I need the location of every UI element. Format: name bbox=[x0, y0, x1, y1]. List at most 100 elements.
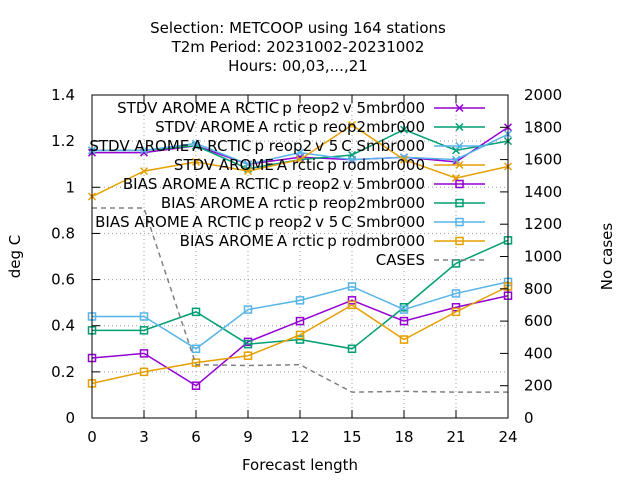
y2-tick-label: 1400 bbox=[524, 183, 562, 201]
point-marker bbox=[399, 335, 409, 344]
point-marker bbox=[399, 153, 409, 162]
legend-label: CASES bbox=[376, 251, 425, 269]
series-line bbox=[91, 294, 509, 387]
x-tick-label: 15 bbox=[342, 428, 361, 446]
title-line: Selection: METCOOP using 164 stations bbox=[150, 19, 446, 37]
point-marker bbox=[191, 157, 201, 166]
point-marker bbox=[347, 344, 357, 354]
title-line: Hours: 00,03,...,21 bbox=[228, 57, 368, 75]
x-axis-label: Forecast length bbox=[242, 456, 358, 474]
x-tick-label: 24 bbox=[498, 428, 517, 446]
point-marker bbox=[243, 351, 253, 360]
y2-tick-label: 1000 bbox=[524, 248, 562, 266]
x-tick-label: 18 bbox=[394, 428, 413, 446]
legend: STDV AROME A RCTIC p reop2 v 5mbr000STDV… bbox=[89, 99, 485, 269]
point-marker bbox=[243, 305, 253, 314]
point-marker bbox=[139, 146, 149, 155]
y2-tick-label: 1800 bbox=[524, 118, 562, 136]
point-marker bbox=[347, 300, 357, 310]
point-marker bbox=[399, 125, 409, 134]
legend-label: STDV AROME A RCTIC p reop2 v 5mbr000 bbox=[117, 99, 425, 117]
point-marker bbox=[295, 296, 305, 305]
legend-label: STDV AROME A rctic p rodmbr000 bbox=[174, 156, 425, 174]
y-tick-label: 0.4 bbox=[51, 317, 75, 335]
y-tick-label: 0.2 bbox=[51, 363, 75, 381]
axis-ticks: 00.20.40.60.811.21.402004006008001000120… bbox=[51, 86, 562, 446]
point-marker bbox=[455, 103, 464, 113]
x-tick-label: 6 bbox=[191, 428, 201, 446]
series-3 bbox=[87, 120, 513, 201]
point-marker bbox=[139, 167, 149, 176]
y2-tick-label: 600 bbox=[524, 312, 553, 330]
point-marker bbox=[191, 358, 201, 367]
x-tick-label: 21 bbox=[446, 428, 465, 446]
y2-tick-label: 1200 bbox=[524, 215, 562, 233]
y-tick-label: 1.4 bbox=[51, 86, 75, 104]
point-marker bbox=[139, 312, 149, 321]
point-marker bbox=[455, 198, 464, 208]
point-marker bbox=[451, 303, 461, 312]
point-marker bbox=[139, 349, 149, 358]
series-6 bbox=[87, 277, 513, 354]
y2-tick-label: 0 bbox=[524, 409, 534, 427]
x-tick-label: 9 bbox=[243, 428, 253, 446]
y-tick-label: 0.6 bbox=[51, 271, 75, 289]
series-line bbox=[92, 239, 509, 350]
legend-label: BIAS AROME A rctic p reop2mbr000 bbox=[161, 194, 425, 212]
point-marker bbox=[139, 367, 149, 377]
series-2 bbox=[87, 130, 513, 169]
point-marker bbox=[295, 335, 305, 344]
grid bbox=[92, 95, 508, 418]
point-marker bbox=[451, 155, 461, 164]
point-marker bbox=[243, 167, 253, 176]
legend-label: BIAS AROME A RCTIC p reop2 v 5mbr000 bbox=[123, 175, 425, 193]
y-axis-label: deg C bbox=[6, 235, 24, 279]
y-tick-label: 0 bbox=[65, 409, 75, 427]
title-line: T2m Period: 20231002-20231002 bbox=[171, 38, 425, 56]
point-marker bbox=[455, 179, 464, 189]
point-marker bbox=[295, 155, 305, 164]
x-tick-label: 12 bbox=[290, 428, 309, 446]
point-marker bbox=[243, 339, 253, 349]
point-marker bbox=[399, 155, 409, 164]
point-marker bbox=[347, 155, 357, 164]
series-line bbox=[91, 285, 509, 385]
point-marker bbox=[139, 326, 149, 335]
point-marker bbox=[399, 305, 409, 314]
y2-tick-label: 400 bbox=[524, 344, 553, 362]
y2-tick-label: 2000 bbox=[524, 86, 562, 104]
point-marker bbox=[451, 289, 461, 298]
series-4 bbox=[87, 291, 513, 390]
point-marker bbox=[455, 141, 464, 151]
legend-label: BIAS AROME A RCTIC p reop2 v 5 C Smbr000 bbox=[95, 213, 425, 231]
x-tick-label: 0 bbox=[87, 428, 97, 446]
point-marker bbox=[191, 344, 201, 354]
y-tick-label: 1 bbox=[65, 178, 75, 196]
point-marker bbox=[399, 316, 409, 326]
point-marker bbox=[191, 381, 201, 390]
legend-label: BIAS AROME A rctic p rodmbr000 bbox=[180, 232, 425, 250]
y2-tick-label: 1600 bbox=[524, 151, 562, 169]
series-line bbox=[92, 281, 509, 350]
point-marker bbox=[295, 148, 305, 157]
point-marker bbox=[347, 296, 357, 305]
point-marker bbox=[295, 330, 305, 340]
legend-label: STDV AROME A RCTIC p reop2 v 5 C Smbr000 bbox=[89, 137, 425, 155]
point-marker bbox=[191, 139, 201, 148]
point-marker bbox=[295, 316, 305, 326]
x-tick-label: 3 bbox=[139, 428, 149, 446]
point-marker bbox=[347, 120, 357, 130]
y2-axis-label: No cases bbox=[598, 223, 616, 291]
point-marker bbox=[243, 160, 253, 169]
point-marker bbox=[191, 307, 201, 317]
y-tick-label: 0.8 bbox=[51, 224, 75, 242]
point-marker bbox=[451, 307, 461, 317]
legend-label: STDV AROME A rctic p reop2mbr000 bbox=[155, 118, 425, 136]
y-tick-label: 1.2 bbox=[51, 132, 75, 150]
point-marker bbox=[455, 236, 464, 246]
y2-tick-label: 800 bbox=[524, 280, 553, 298]
point-marker bbox=[455, 122, 464, 132]
y2-tick-label: 200 bbox=[524, 377, 553, 395]
point-marker bbox=[455, 217, 464, 227]
